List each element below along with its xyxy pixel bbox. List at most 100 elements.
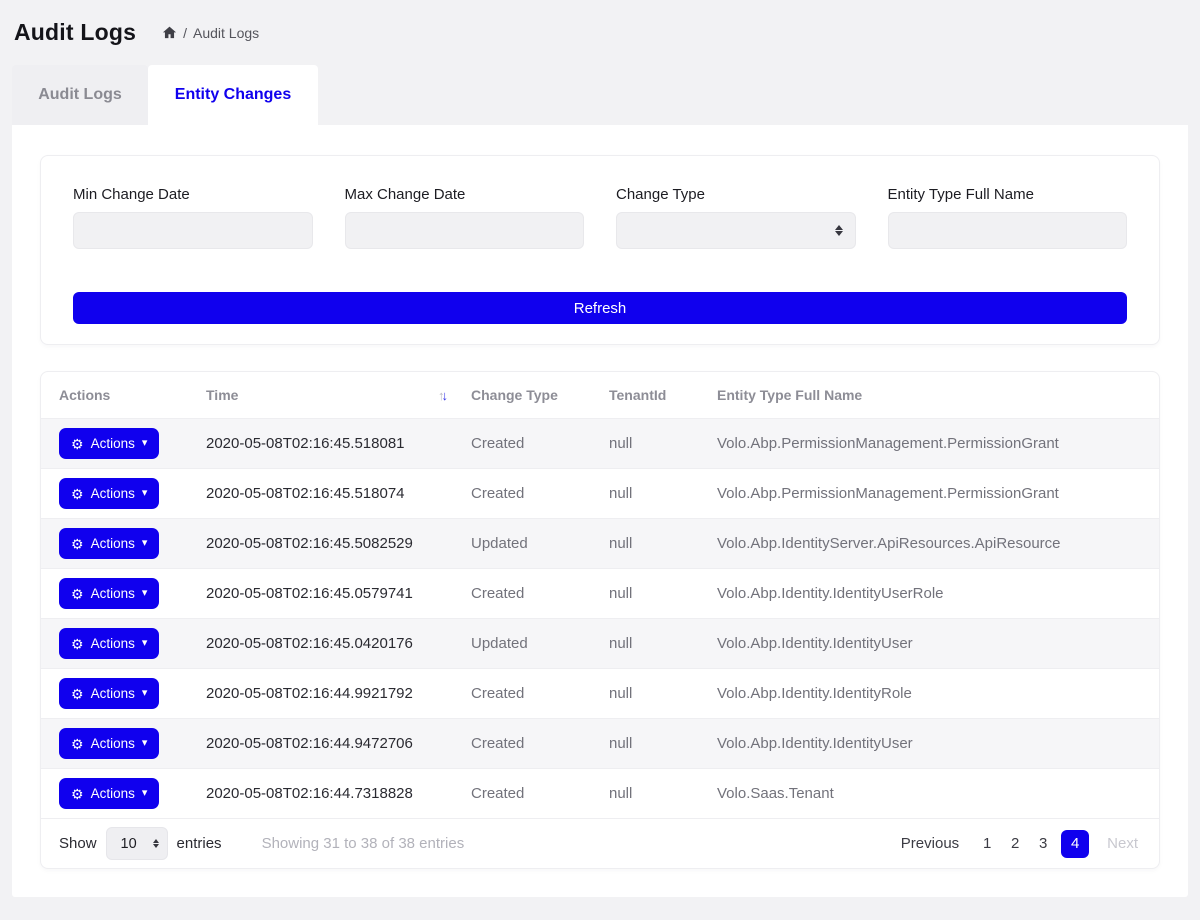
row-actions-button[interactable]: ⚙ Actions ▾	[59, 528, 160, 559]
cell-change-type: Updated	[471, 635, 528, 652]
cell-time: 2020-05-08T02:16:45.0579741	[206, 585, 413, 602]
min-change-date-input[interactable]	[73, 212, 313, 249]
home-icon[interactable]	[162, 25, 177, 40]
cell-entity-type: Volo.Abp.IdentityServer.ApiResources.Api…	[717, 535, 1061, 552]
caret-down-icon: ▾	[141, 587, 148, 599]
breadcrumb-current: Audit Logs	[192, 24, 260, 41]
caret-down-icon: ▾	[141, 537, 148, 549]
cell-entity-type: Volo.Abp.Identity.IdentityUserRole	[717, 585, 944, 602]
cell-change-type: Created	[471, 685, 525, 702]
breadcrumb: / Audit Logs	[162, 25, 259, 41]
cell-time: 2020-05-08T02:16:45.518074	[206, 485, 405, 502]
change-type-label: Change Type	[616, 186, 705, 203]
caret-down-icon: ▾	[141, 737, 148, 749]
cell-time: 2020-05-08T02:16:45.0420176	[206, 635, 413, 652]
caret-down-icon: ▾	[141, 787, 148, 799]
cell-entity-type: Volo.Saas.Tenant	[717, 785, 834, 802]
cell-change-type: Updated	[471, 535, 528, 552]
row-actions-button[interactable]: ⚙ Actions ▾	[59, 778, 160, 809]
caret-down-icon: ▾	[141, 437, 148, 449]
showing-entries-info: Showing 31 to 38 of 38 entries	[261, 835, 465, 852]
row-actions-button[interactable]: ⚙ Actions ▾	[59, 478, 160, 509]
caret-down-icon: ▾	[141, 687, 148, 699]
pagination-page-4[interactable]: 4	[1061, 829, 1090, 858]
tab-entity-changes[interactable]: Entity Changes	[148, 65, 318, 125]
change-type-select[interactable]	[616, 212, 856, 249]
row-actions-button[interactable]: ⚙ Actions ▾	[59, 628, 160, 659]
row-actions-label: Actions	[90, 436, 135, 451]
row-actions-button[interactable]: ⚙ Actions ▾	[59, 578, 160, 609]
table-row: ⚙ Actions ▾ 2020-05-08T02:16:45.5082529 …	[41, 518, 1159, 568]
cell-time: 2020-05-08T02:16:45.5082529	[206, 535, 413, 552]
entity-type-input[interactable]	[887, 212, 1127, 249]
select-updown-icon	[834, 225, 843, 236]
pagination-page-2[interactable]: 2	[1010, 835, 1020, 852]
row-actions-button[interactable]: ⚙ Actions ▾	[59, 428, 160, 459]
refresh-button[interactable]: Refresh	[73, 292, 1127, 324]
select-updown-icon	[152, 839, 159, 848]
cell-time: 2020-05-08T02:16:44.9921792	[206, 685, 413, 702]
table-row: ⚙ Actions ▾ 2020-05-08T02:16:44.7318828 …	[41, 768, 1159, 818]
table-row: ⚙ Actions ▾ 2020-05-08T02:16:45.0579741 …	[41, 568, 1159, 618]
row-actions-label: Actions	[90, 586, 135, 601]
tab-audit-logs[interactable]: Audit Logs	[12, 65, 148, 125]
cell-change-type: Created	[471, 785, 525, 802]
cell-tenant-id: null	[609, 435, 633, 452]
pagination-page-1[interactable]: 1	[982, 835, 992, 852]
cell-entity-type: Volo.Abp.Identity.IdentityUser	[717, 635, 913, 652]
pagination-page-3[interactable]: 3	[1038, 835, 1048, 852]
sort-desc-icon[interactable]: ↑↓	[438, 387, 448, 403]
cell-tenant-id: null	[609, 735, 633, 752]
row-actions-button[interactable]: ⚙ Actions ▾	[59, 678, 160, 709]
row-actions-label: Actions	[90, 536, 135, 551]
max-change-date-input[interactable]	[344, 212, 584, 249]
page-size-value: 10	[120, 835, 137, 852]
tab-panel: Min Change Date Max Change Date Change T…	[12, 125, 1188, 897]
max-change-date-label: Max Change Date	[344, 186, 466, 203]
table-header-row: Actions Time ↑↓ Change Type TenantId Ent…	[41, 372, 1159, 418]
cell-entity-type: Volo.Abp.Identity.IdentityRole	[717, 685, 912, 702]
cell-time: 2020-05-08T02:16:44.7318828	[206, 785, 413, 802]
filter-field-max-change-date: Max Change Date	[344, 186, 584, 249]
pagination-previous[interactable]: Previous	[900, 835, 960, 852]
caret-down-icon: ▾	[141, 487, 148, 499]
row-actions-label: Actions	[90, 686, 135, 701]
column-header-entity-type: Entity Type Full Name	[717, 387, 863, 403]
main-content: Audit Logs Entity Changes Min Change Dat…	[12, 65, 1188, 897]
cell-change-type: Created	[471, 735, 525, 752]
cell-entity-type: Volo.Abp.PermissionManagement.Permission…	[717, 485, 1059, 502]
page-title: Audit Logs	[14, 19, 137, 45]
column-header-time[interactable]: Time ↑↓	[206, 387, 456, 403]
min-change-date-label: Min Change Date	[73, 186, 190, 203]
table-row: ⚙ Actions ▾ 2020-05-08T02:16:44.9921792 …	[41, 668, 1159, 718]
row-actions-label: Actions	[90, 786, 135, 801]
gear-icon: ⚙	[71, 585, 84, 602]
gear-icon: ⚙	[71, 635, 84, 652]
filter-field-min-change-date: Min Change Date	[73, 186, 313, 249]
cell-change-type: Created	[471, 435, 525, 452]
gear-icon: ⚙	[71, 435, 84, 452]
table-row: ⚙ Actions ▾ 2020-05-08T02:16:44.9472706 …	[41, 718, 1159, 768]
filter-field-entity-type: Entity Type Full Name	[887, 186, 1127, 249]
page-size-select[interactable]: 10	[105, 827, 168, 860]
row-actions-button[interactable]: ⚙ Actions ▾	[59, 728, 160, 759]
cell-tenant-id: null	[609, 635, 633, 652]
gear-icon: ⚙	[71, 785, 84, 802]
caret-down-icon: ▾	[141, 637, 148, 649]
column-header-change-type: Change Type	[471, 387, 558, 403]
row-actions-label: Actions	[90, 736, 135, 751]
table-footer: Show 10 entries Showing 31 to 38 of 38 e…	[41, 818, 1159, 868]
filter-field-change-type: Change Type	[616, 186, 856, 249]
cell-tenant-id: null	[609, 585, 633, 602]
pagination-next[interactable]: Next	[1107, 835, 1138, 852]
gear-icon: ⚙	[71, 535, 84, 552]
page-size-group: Show 10 entries	[59, 827, 222, 860]
cell-change-type: Created	[471, 485, 525, 502]
entries-label: entries	[176, 835, 222, 852]
table-row: ⚙ Actions ▾ 2020-05-08T02:16:45.518081 C…	[41, 418, 1159, 468]
tab-strip: Audit Logs Entity Changes	[12, 65, 1188, 125]
cell-time: 2020-05-08T02:16:45.518081	[206, 435, 405, 452]
table-row: ⚙ Actions ▾ 2020-05-08T02:16:45.0420176 …	[41, 618, 1159, 668]
